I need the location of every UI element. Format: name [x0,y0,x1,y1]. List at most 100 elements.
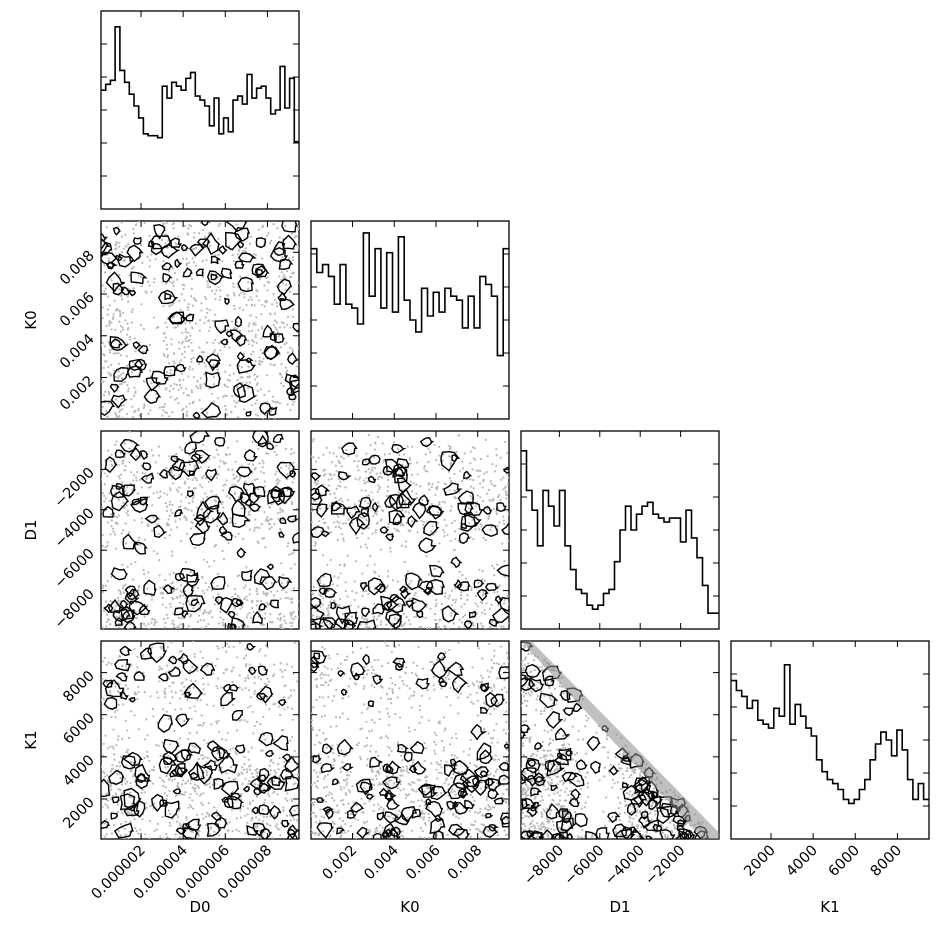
scatter-point [185,532,189,536]
scatter-point [206,307,209,310]
scatter-point [322,453,325,456]
scatter-point [127,300,130,303]
scatter-point [247,365,250,368]
scatter-point [293,809,296,812]
scatter-point [424,776,427,779]
contour-line [367,577,386,596]
scatter-point [227,542,230,545]
scatter-point [286,545,289,548]
scatter-point [442,528,445,532]
scatter-point [276,304,279,308]
scatter-point [259,723,262,726]
scatter-point [486,455,489,458]
scatter-point [490,737,493,740]
scatter-point [489,528,492,532]
scatter-point [119,789,122,792]
scatter-point [216,525,219,528]
scatter-point [254,478,257,482]
scatter-point [444,651,447,654]
scatter-point [189,627,192,629]
scatter-point [191,368,194,371]
scatter-point [389,546,392,550]
scatter-point [103,472,106,475]
scatter-point [111,317,114,321]
contour-line [131,497,142,506]
scatter-point [448,477,452,480]
contour-line [259,402,274,415]
scatter-point [226,413,229,416]
scatter-point [148,759,151,762]
scatter-point [239,476,242,480]
scatter-point [173,352,176,355]
scatter-point [131,488,134,491]
scatter-point [108,393,111,396]
contour-line [229,329,243,343]
scatter-point [407,793,411,796]
scatter-point [134,409,137,412]
scatter-point [463,614,467,617]
scatter-point [450,611,453,615]
contour-line [255,692,269,701]
scatter-point [279,662,282,665]
scatter-point [382,807,385,811]
scatter-point [260,523,263,526]
scatter-point [501,542,504,545]
scatter-point [319,581,322,585]
scatter-point [160,647,163,650]
scatter-point [454,681,457,684]
scatter-point [113,608,116,611]
scatter-point [201,724,204,727]
scatter-point [151,782,155,785]
scatter-point [343,659,346,662]
scatter-point [269,769,272,772]
scatter-point [420,694,423,698]
scatter-point [146,255,149,258]
scatter-point [248,375,252,378]
scatter-point [430,486,433,489]
scatter-point [412,694,415,697]
scatter-point [229,521,232,524]
scatter-point [250,772,253,775]
scatter-point [472,702,475,705]
scatter-point [366,546,369,549]
scatter-point [315,734,318,737]
scatter-point [282,276,285,279]
scatter-point [166,646,169,649]
scatter-point [114,521,117,524]
scatter-point [171,590,175,593]
contour-line [470,723,488,741]
scatter-point [357,605,360,608]
scatter-point [334,496,337,499]
contour-line [276,278,293,296]
scatter-point [117,475,120,478]
scatter-point [134,616,137,620]
scatter-point [125,412,129,416]
scatter-point [355,560,358,563]
scatter-point [493,700,496,703]
scatter-point [323,647,326,651]
scatter-point [373,602,376,606]
scatter-point [282,282,285,285]
scatter-point [261,537,264,540]
scatter-point [183,515,186,518]
scatter-point [258,835,261,838]
scatter-point [110,715,113,719]
scatter-point [105,774,109,777]
scatter-point [233,588,236,591]
scatter-point [180,649,183,653]
contour-line [278,575,293,590]
scatter-point [442,453,445,456]
scatter-point [226,329,229,332]
contour-line [256,265,270,279]
scatter-point [361,727,364,730]
scatter-point [381,826,384,829]
scatter-point [244,584,247,587]
scatter-point [218,298,221,301]
scatter-point [505,493,508,496]
scatter-point [165,509,169,512]
scatter-point [254,769,257,772]
scatter-point [437,626,441,629]
scatter-point [168,573,171,576]
scatter-point [292,610,295,614]
scatter-point [221,621,224,624]
